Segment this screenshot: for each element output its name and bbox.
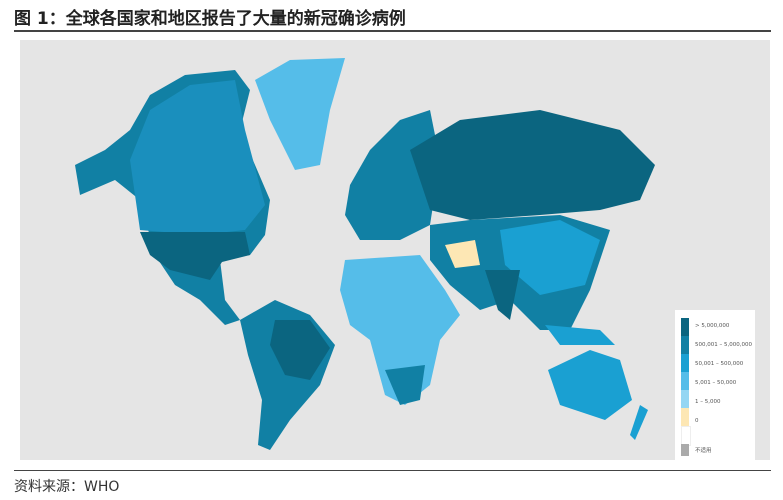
greenland	[255, 58, 345, 170]
legend-label: > 5,000,000	[695, 323, 730, 329]
legend-swatch	[681, 408, 689, 426]
south-africa	[385, 365, 425, 405]
legend-label: 0	[695, 418, 699, 424]
africa	[340, 255, 460, 405]
legend-label: 500,001 – 5,000,000	[695, 342, 752, 348]
legend-swatch	[681, 318, 689, 336]
source-rule	[14, 470, 771, 471]
brazil	[270, 320, 330, 380]
canada	[130, 80, 265, 235]
usa	[140, 232, 250, 280]
legend-swatch	[681, 372, 689, 390]
legend-label: 50,001 – 500,000	[695, 361, 744, 367]
europe	[345, 110, 440, 240]
legend-swatch	[681, 354, 689, 372]
world-map	[20, 40, 770, 460]
central-asia	[445, 240, 480, 268]
legend-swatch	[681, 390, 689, 408]
source-note: 资料来源：WHO	[14, 479, 120, 495]
legend-label: 5,001 – 50,000	[695, 380, 737, 386]
china	[500, 220, 600, 295]
legend-swatch	[681, 444, 689, 456]
title-rule	[14, 30, 771, 32]
indonesia	[545, 325, 615, 345]
new-zealand	[630, 405, 648, 440]
legend-label: 1 – 5,000	[695, 399, 721, 405]
map-legend: > 5,000,000 500,001 – 5,000,000 50,001 –…	[675, 310, 755, 460]
legend-swatch	[681, 336, 689, 354]
figure-title: 图 1：全球各国家和地区报告了大量的新冠确诊病例	[14, 9, 406, 29]
india	[485, 270, 520, 320]
russia	[410, 110, 655, 220]
australia	[548, 350, 632, 420]
legend-label: 不适用	[695, 448, 712, 454]
legend-swatch	[681, 426, 691, 446]
